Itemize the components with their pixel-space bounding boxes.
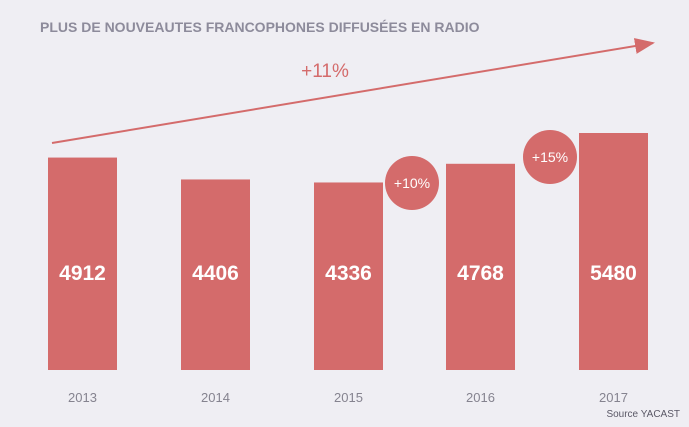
chart-title: PLUS DE NOUVEAUTES FRANCOPHONES DIFFUSÉE… [40,19,480,35]
x-tick-label: 2015 [334,390,363,405]
bubble-1: +10% [385,156,439,210]
value-label: 4406 [192,262,239,285]
value-label: 4912 [59,262,106,285]
x-tick-label: 2016 [466,390,495,405]
bar-2013 [48,157,117,370]
bar-2016 [446,163,515,370]
bar-2017 [579,133,648,370]
x-tick-label: 2014 [201,390,230,405]
bubble-2: +15% [523,130,577,184]
source-label: Source YACAST [606,409,680,420]
bar-2015 [314,182,383,370]
x-tick-label: 2013 [68,390,97,405]
bar-2014 [181,179,250,370]
bubble-label: +15% [532,149,568,165]
value-label: 4336 [325,262,372,285]
trend-arrow [51,38,655,144]
overall-growth-label: +11% [301,61,349,82]
x-tick-label: 2017 [599,390,628,405]
value-label: 4768 [457,262,504,285]
value-label: 5480 [590,262,637,285]
bubble-label: +10% [394,175,430,191]
